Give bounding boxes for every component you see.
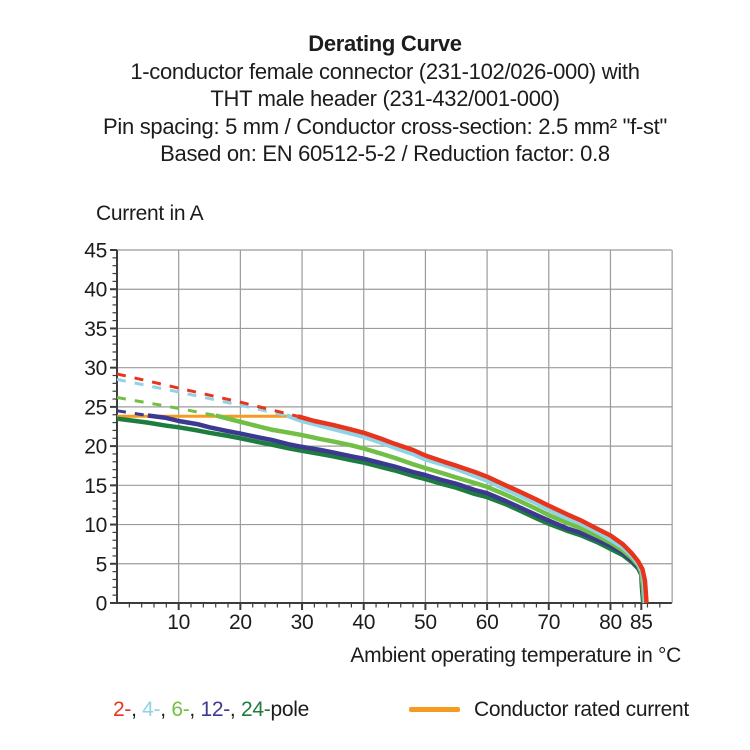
y-tick-label: 45 bbox=[84, 240, 107, 263]
curve-4-pole-dashed bbox=[116, 377, 287, 417]
x-tick-label: 10 bbox=[167, 611, 190, 634]
y-tick-label: 10 bbox=[84, 514, 107, 537]
y-tick-label: 5 bbox=[96, 553, 107, 576]
legend-pole-separator: , bbox=[160, 698, 172, 721]
y-tick-label: 20 bbox=[84, 436, 107, 459]
x-tick-label: 80 bbox=[599, 611, 622, 634]
x-tick-label: 85 bbox=[630, 611, 653, 634]
x-tick-label: 50 bbox=[414, 611, 437, 634]
legend-rated-label: Conductor rated current bbox=[474, 698, 689, 721]
chart-title-block: Derating Curve 1-conductor female connec… bbox=[25, 30, 745, 168]
legend-rated: Conductor rated current bbox=[409, 698, 689, 722]
y-tick-label: 30 bbox=[84, 357, 107, 380]
x-axis-title: Ambient operating temperature in °C bbox=[350, 644, 681, 667]
legend-pole-item: 6- bbox=[171, 698, 190, 721]
legend-pole-separator: , bbox=[229, 698, 241, 721]
legend-poles: 2-, 4-, 6-, 12-, 24-pole bbox=[113, 698, 309, 722]
curve-12-pole-dashed bbox=[116, 409, 149, 417]
rated-current-line-swatch bbox=[409, 707, 460, 712]
legend-pole-item: 24- bbox=[241, 698, 271, 721]
x-tick-label: 30 bbox=[291, 611, 314, 634]
curve-24-pole bbox=[116, 416, 646, 604]
curve-2-pole bbox=[297, 414, 649, 604]
chart-subtitle-line-4: Based on: EN 60512-5-2 / Reduction facto… bbox=[160, 141, 610, 166]
legend-pole-separator: , bbox=[189, 698, 201, 721]
x-tick-label: 20 bbox=[229, 611, 252, 634]
legend-pole-separator: , bbox=[131, 698, 143, 721]
legend-pole-item: 12- bbox=[200, 698, 230, 721]
x-tick-label: 60 bbox=[476, 611, 499, 634]
chart-subtitle-line-1: 1-conductor female connector (231-102/02… bbox=[130, 58, 640, 84]
chart-title: Derating Curve bbox=[308, 31, 462, 56]
y-tick-label: 0 bbox=[96, 593, 107, 616]
legend-pole-item: 2- bbox=[113, 698, 132, 721]
y-tick-label: 35 bbox=[84, 318, 107, 341]
chart-subtitle-line-2: THT male header (231-432/001-000) bbox=[210, 86, 560, 111]
x-tick-label: 40 bbox=[352, 611, 375, 634]
chart-subtitle-line-3: Pin spacing: 5 mm / Conductor cross-sect… bbox=[103, 113, 667, 139]
legend-pole-item: 4- bbox=[142, 698, 161, 721]
curve-2-pole-dashed bbox=[116, 372, 299, 418]
legend-pole-suffix: pole bbox=[270, 698, 309, 721]
y-tick-label: 25 bbox=[84, 396, 107, 419]
x-tick-label: 70 bbox=[537, 611, 560, 634]
curve-6-pole bbox=[215, 413, 647, 604]
y-tick-label: 15 bbox=[84, 475, 107, 498]
y-tick-label: 40 bbox=[84, 279, 107, 302]
y-axis-title: Current in A bbox=[96, 202, 204, 225]
curve-12-pole bbox=[147, 413, 646, 604]
